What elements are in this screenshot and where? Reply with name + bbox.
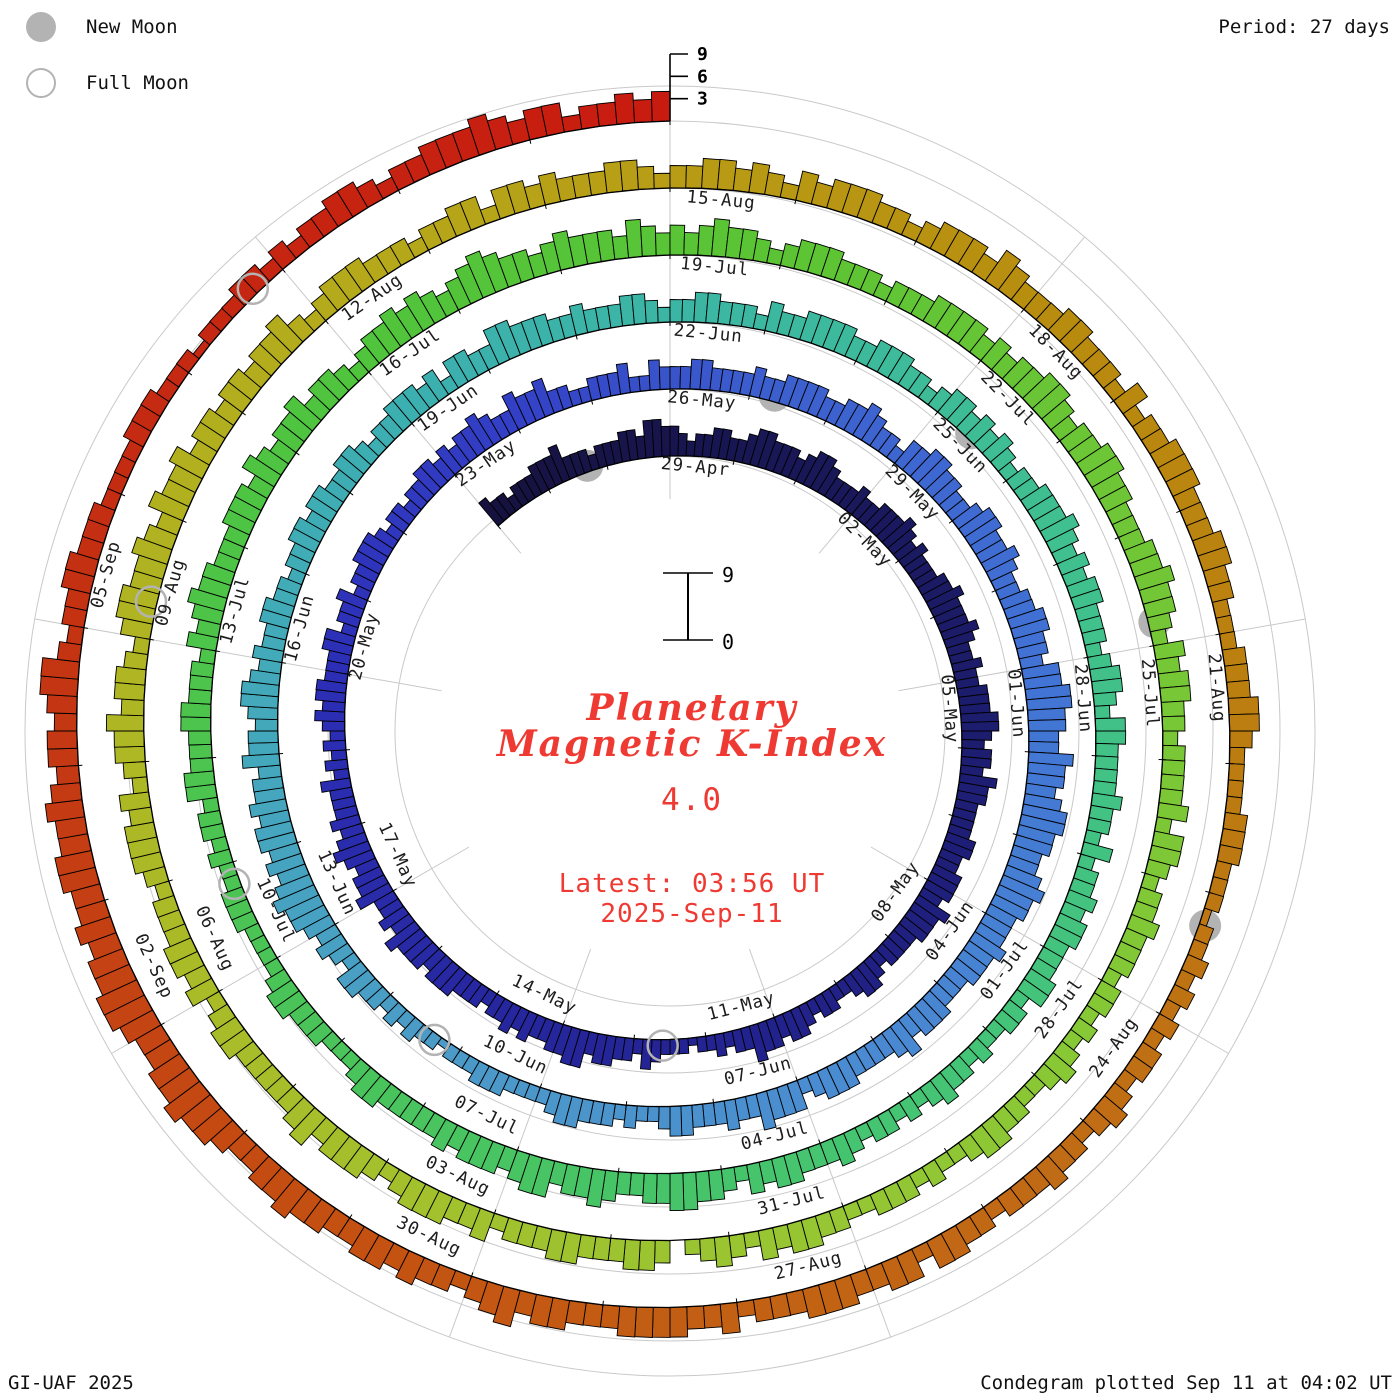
day-ticks: [74, 116, 1234, 1309]
full-moon-marker-11-Jun: [418, 1023, 451, 1057]
full-moon-marker-07-Sep: [236, 272, 270, 306]
full-moon-marker-09-Aug: [134, 585, 168, 618]
date-label-11-May: 11-May: [705, 988, 777, 1025]
inner-scale-min: 0: [722, 630, 734, 654]
outer-scale-axis: 369: [669, 44, 708, 121]
center-info: Planetary Magnetic K-Index 4.0 Latest: 0…: [392, 690, 992, 930]
new-moon-label: New Moon: [86, 16, 178, 38]
date-label-25-Jul: 25-Jul: [1137, 658, 1162, 729]
date-label-28-Jun: 28-Jun: [1070, 663, 1095, 734]
date-label-01-Jun: 01-Jun: [1003, 668, 1028, 739]
full-moon-markers: [134, 272, 679, 1062]
plotted-timestamp: Condegram plotted Sep 11 at 04:02 UT: [980, 1372, 1392, 1394]
full-moon-label: Full Moon: [86, 72, 189, 94]
period-label: Period: 27 days: [1218, 16, 1390, 38]
chart-title-line2: Magnetic K-Index: [496, 723, 888, 765]
new-moon-icon: [26, 12, 56, 42]
moon-phase-legend: New Moon Full Moon: [26, 10, 189, 122]
date-label-31-Jul: 31-Jul: [756, 1183, 828, 1220]
latest-date: 2025-Sep-11: [600, 898, 784, 929]
inner-scale-legend: 90: [663, 563, 734, 654]
legend-new-moon: New Moon: [26, 10, 189, 44]
outer-scale-tick-3: 3: [697, 89, 708, 110]
full-moon-marker-10-Jul: [218, 867, 251, 901]
date-label-27-Aug: 27-Aug: [772, 1248, 844, 1285]
full-moon-icon: [26, 68, 56, 98]
chart-title-line1: Planetary: [586, 687, 798, 729]
outer-scale-tick-6: 6: [697, 66, 708, 87]
legend-full-moon: Full Moon: [26, 66, 189, 100]
full-moon-marker-12-May: [646, 1029, 679, 1062]
credit-label: GI-UAF 2025: [8, 1372, 134, 1394]
current-k-value: 4.0: [661, 782, 723, 818]
date-label-21-Aug: 21-Aug: [1204, 653, 1229, 724]
latest-time: Latest: 03:56 UT: [558, 869, 826, 899]
inner-scale-max: 9: [722, 563, 734, 587]
outer-scale-tick-9: 9: [697, 44, 708, 65]
